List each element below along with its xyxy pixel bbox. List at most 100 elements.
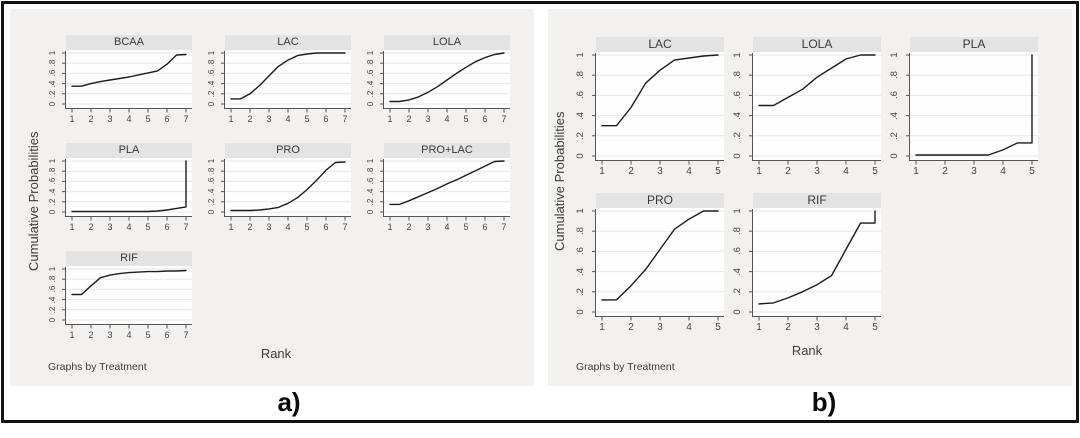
plot-area (221, 158, 351, 221)
x-tick-label: 4 (285, 222, 291, 232)
series-line-lola (758, 54, 876, 107)
y-tick-label: .4 (575, 267, 586, 276)
subplot-title: PLA (66, 143, 192, 158)
x-tick-label: 6 (323, 114, 329, 124)
y-tick-label: .6 (732, 91, 743, 100)
x-tick-label: 6 (164, 222, 170, 232)
subplot-body: 0.2.4.6.8 1 (729, 208, 881, 321)
y-axis-tick-labels: 0.2.4.6.8 1 (572, 52, 592, 165)
x-axis-tick-labels: 1 2 3 4 5 6 7 (62, 113, 192, 127)
y-tick-label: 1 (48, 266, 57, 272)
subplot-lola: LOLA 0.2.4.6.8 1 1 2 3 4 5 6 7 (364, 35, 510, 127)
subplot-body: 0.2.4.6.8 1 (886, 52, 1038, 165)
x-axis-tick-labels: 1 2 3 4 5 (749, 165, 881, 179)
subplot-rif: RIF 0.2.4.6.8 1 1 2 3 4 5 6 7 (46, 251, 192, 343)
x-tick-label: 4 (126, 330, 132, 340)
y-tick-label: 1 (366, 158, 375, 164)
x-tick-label: 4 (843, 166, 849, 177)
y-axis-tick-labels: 0.2.4.6.8 1 (205, 158, 221, 221)
x-tick-label: 7 (342, 222, 348, 232)
subplot-body: 0.2.4.6.8 1 (364, 50, 510, 113)
subplot-body: 0.2.4.6.8 1 (205, 50, 351, 113)
subplot-title: LAC (596, 37, 724, 52)
x-tick-label: 3 (107, 222, 113, 232)
x-tick-label: 2 (785, 322, 791, 333)
y-tick-label: .2 (575, 287, 586, 296)
x-tick-label: 4 (444, 114, 450, 124)
x-tick-label: 3 (266, 114, 272, 124)
panel-b-caption: b) (811, 387, 837, 417)
x-tick-label: 1 (228, 114, 234, 124)
plot-area (380, 50, 510, 113)
plot-area (62, 158, 192, 221)
y-axis-tick-labels: 0.2.4.6.8 1 (886, 52, 906, 165)
x-tick-label: 5 (463, 114, 469, 124)
x-tick-label: 4 (126, 114, 132, 124)
subplot-row: BCAA 0.2.4.6.8 1 1 2 3 4 5 6 7 LAC 0.2.4.6.8 1 1 2 3 4 5 6… (46, 35, 510, 127)
plot-area (749, 52, 881, 165)
y-tick-label: .6 (575, 91, 586, 100)
y-tick-label: .8 (575, 227, 586, 236)
x-tick-label: 4 (686, 166, 692, 177)
x-tick-label: 4 (1000, 166, 1006, 177)
y-tick-label: .2 (732, 131, 743, 140)
y-tick-label: 0 (575, 153, 586, 159)
y-tick-label: .6 (732, 247, 743, 256)
series-line-lola (389, 52, 505, 103)
x-tick-label: 1 (913, 166, 919, 177)
subplot-row: LAC 0.2.4.6.8 1 1 2 3 4 5 LOLA 0.2.4.6.8 1 1 2 3 4 5 PLA… (572, 37, 1038, 179)
subplot-title: RIF (753, 193, 881, 208)
subplot-row: PLA 0.2.4.6.8 1 1 2 3 4 5 6 7 PRO 0.2.4.6.8 1 1 2 3 4 5 6 7… (46, 143, 510, 235)
subplot-body: 0.2.4.6.8 1 (205, 158, 351, 221)
x-tick-label: 6 (482, 114, 488, 124)
x-tick-label: 1 (599, 322, 605, 333)
x-axis-title: Rank (260, 346, 292, 361)
plot-area (592, 52, 724, 165)
y-tick-label: 1 (575, 208, 586, 214)
x-tick-label: 7 (183, 222, 189, 232)
subplot-pla: PLA 0 .2 .4 .6 .8 1 1 2 3 4 5 (886, 37, 1038, 179)
x-tick-label: 7 (183, 330, 189, 340)
subplot-title: PLA (910, 37, 1038, 52)
series-line-lac (230, 52, 346, 100)
y-tick-label: .4 (732, 111, 743, 120)
x-tick-label: 1 (69, 222, 75, 232)
subplot-title: RIF (66, 251, 192, 266)
x-axis-tick-labels: 1 2 3 4 5 6 7 (221, 221, 351, 235)
x-tick-label: 2 (88, 222, 94, 232)
subplot-body: 0.2.4.6.8 1 (572, 52, 724, 165)
x-tick-label: 5 (715, 166, 721, 177)
x-tick-label: 7 (501, 222, 507, 232)
x-tick-label: 1 (228, 222, 234, 232)
y-axis-title: Cumulative Probabilities (26, 131, 41, 271)
x-axis-tick-labels: 1 2 3 4 5 (906, 165, 1038, 179)
x-tick-label: 2 (628, 322, 634, 333)
subplot-body: 0.2.4.6.8 1 (46, 50, 192, 113)
subplot-grid-a: BCAA 0.2.4.6.8 1 1 2 3 4 5 6 7 LAC 0.2.4.6.8 1 1 2 3 4 5 6… (46, 35, 510, 359)
x-tick-label: 4 (126, 222, 132, 232)
plot-area (380, 158, 510, 221)
x-tick-label: 3 (266, 222, 272, 232)
x-axis-tick-labels: 1 2 3 4 5 (592, 321, 724, 335)
x-tick-label: 7 (501, 114, 507, 124)
x-axis-tick-labels: 1 2 3 4 5 (749, 321, 881, 335)
subplot-title: PRO+LAC (384, 143, 510, 158)
y-tick-label: .4 (889, 111, 900, 120)
x-tick-label: 5 (304, 222, 310, 232)
graphs-by-note: Graphs by Treatment (576, 361, 675, 373)
x-tick-label: 3 (107, 114, 113, 124)
subplot-pla: PLA 0.2.4.6.8 1 1 2 3 4 5 6 7 (46, 143, 192, 235)
stata-graph-panel-a: Cumulative Probabilities BCAA 0.2.4.6.8 1 1… (10, 9, 534, 386)
series-line-bcaa (71, 53, 187, 87)
x-tick-label: 2 (247, 114, 253, 124)
x-tick-label: 7 (342, 114, 348, 124)
plot-area (221, 50, 351, 113)
subplot-row: RIF 0.2.4.6.8 1 1 2 3 4 5 6 7 (46, 251, 510, 343)
x-axis-tick-labels: 1 2 3 4 5 6 7 (62, 329, 192, 343)
y-axis-tick-labels: 0.2.4.6.8 1 (205, 50, 221, 113)
series-line-lac (601, 54, 719, 127)
x-tick-label: 2 (88, 330, 94, 340)
subplot-row: PRO 0 .2 .4 .6 .8 1 1 2 3 4 5 RIF 0 .2 .4 .6 .8 1 1 2 3 4 5 (572, 193, 1038, 335)
x-tick-label: 2 (406, 222, 412, 232)
x-tick-label: 7 (183, 114, 189, 124)
